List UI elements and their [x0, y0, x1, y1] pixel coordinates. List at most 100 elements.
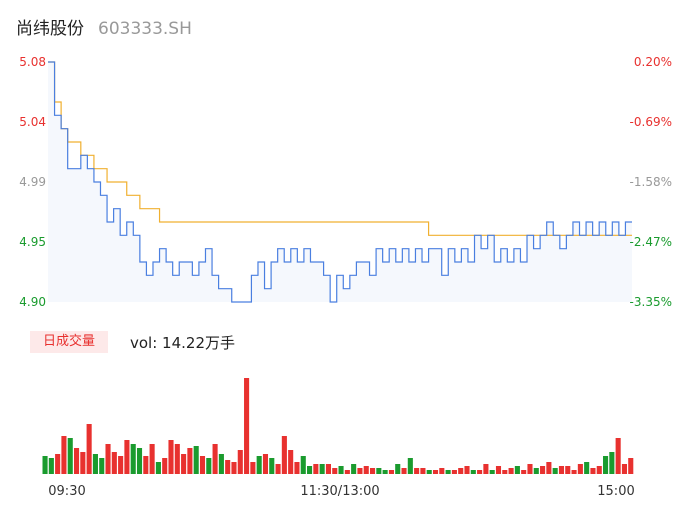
- volume-bar: [577, 464, 583, 474]
- volume-bar: [149, 444, 155, 474]
- volume-bar: [281, 436, 287, 474]
- volume-bar: [514, 466, 520, 474]
- volume-bar: [527, 464, 533, 474]
- volume-bar: [388, 470, 394, 474]
- y-tick-left: 4.90: [19, 295, 46, 309]
- volume-bar: [458, 468, 464, 474]
- volume-badge: 日成交量: [30, 331, 108, 353]
- stock-code: 603333.SH: [98, 19, 192, 39]
- volume-bar: [426, 470, 432, 474]
- y-tick-left: 4.99: [19, 175, 46, 189]
- y-tick-right: 0.20%: [634, 55, 672, 69]
- volume-bar: [124, 440, 130, 474]
- volume-bar: [250, 462, 256, 474]
- volume-bar: [420, 468, 426, 474]
- volume-bar: [338, 466, 344, 474]
- volume-bar: [319, 464, 325, 474]
- volume-bar: [48, 458, 54, 474]
- volume-bar: [477, 470, 483, 474]
- volume-bar: [99, 458, 105, 474]
- volume-bar: [275, 464, 281, 474]
- volume-bar: [502, 470, 508, 474]
- y-tick-right: -1.58%: [630, 175, 672, 189]
- volume-bar: [382, 470, 388, 474]
- volume-bar: [565, 466, 571, 474]
- volume-bar: [445, 470, 451, 474]
- volume-bar: [92, 454, 98, 474]
- volume-bar: [596, 466, 602, 474]
- volume-bar: [351, 464, 357, 474]
- volume-bar: [162, 458, 168, 474]
- volume-bar: [206, 458, 212, 474]
- volume-bar: [407, 458, 413, 474]
- volume-bar: [212, 444, 218, 474]
- volume-bar: [628, 458, 634, 474]
- x-tick: 09:30: [48, 484, 85, 499]
- volume-bar: [533, 468, 539, 474]
- volume-bar: [174, 444, 180, 474]
- volume-bar: [256, 456, 262, 474]
- volume-bar: [609, 452, 615, 474]
- y-tick-left: 5.08: [19, 55, 46, 69]
- volume-bar: [615, 438, 621, 474]
- volume-bar: [181, 454, 187, 474]
- volume-bar: [584, 462, 590, 474]
- volume-bar: [432, 470, 439, 474]
- volume-bar: [603, 456, 609, 474]
- volume-bar: [130, 444, 136, 474]
- volume-bar: [552, 468, 558, 474]
- volume-bar: [395, 464, 401, 474]
- volume-bar: [55, 454, 61, 474]
- volume-bar: [521, 470, 527, 474]
- volume-bar: [363, 466, 369, 474]
- x-tick: 15:00: [597, 484, 634, 499]
- volume-bar: [558, 466, 565, 474]
- volume-bar: [300, 456, 306, 474]
- volume-bar: [307, 466, 313, 474]
- volume-bar: [73, 448, 80, 474]
- volume-bar: [187, 448, 193, 474]
- volume-bar: [508, 468, 514, 474]
- volume-bar: [269, 458, 275, 474]
- stock-name: 尚纬股份: [16, 19, 84, 39]
- volume-bar: [42, 456, 48, 474]
- volume-bar: [80, 452, 86, 474]
- volume-bar: [439, 468, 445, 474]
- volume-bar: [332, 468, 338, 474]
- volume-bar: [495, 466, 502, 474]
- volume-bar: [105, 444, 111, 474]
- volume-bar: [193, 446, 199, 474]
- volume-bar: [168, 440, 174, 474]
- volume-bar: [61, 436, 67, 474]
- x-tick: 11:30/13:00: [300, 484, 379, 499]
- volume-bar: [143, 456, 149, 474]
- volume-bar: [571, 470, 577, 474]
- volume-bar: [313, 464, 319, 474]
- volume-bar: [118, 456, 124, 474]
- volume-bar: [218, 454, 224, 474]
- volume-bar: [86, 424, 92, 474]
- volume-bar: [546, 462, 552, 474]
- volume-bar: [199, 456, 206, 474]
- volume-bar: [225, 460, 231, 474]
- y-tick-right: -0.69%: [630, 115, 672, 129]
- volume-bar: [489, 470, 495, 474]
- y-tick-left: 5.04: [19, 115, 46, 129]
- volume-bar: [111, 452, 117, 474]
- volume-bar: [288, 450, 294, 474]
- volume-bar: [470, 470, 476, 474]
- volume-bar: [414, 468, 420, 474]
- stock-title: 尚纬股份 603333.SH: [16, 14, 192, 39]
- avg-price-line: [48, 61, 632, 236]
- y-tick-right: -2.47%: [630, 235, 672, 249]
- volume-bar: [67, 438, 73, 474]
- volume-bar: [344, 470, 350, 474]
- volume-text: vol: 14.22万手: [130, 334, 235, 352]
- volume-bar: [451, 470, 457, 474]
- volume-bar: [540, 466, 546, 474]
- volume-bar: [357, 468, 363, 474]
- volume-bar: [369, 468, 376, 474]
- volume-bar: [590, 468, 596, 474]
- volume-bar: [231, 462, 237, 474]
